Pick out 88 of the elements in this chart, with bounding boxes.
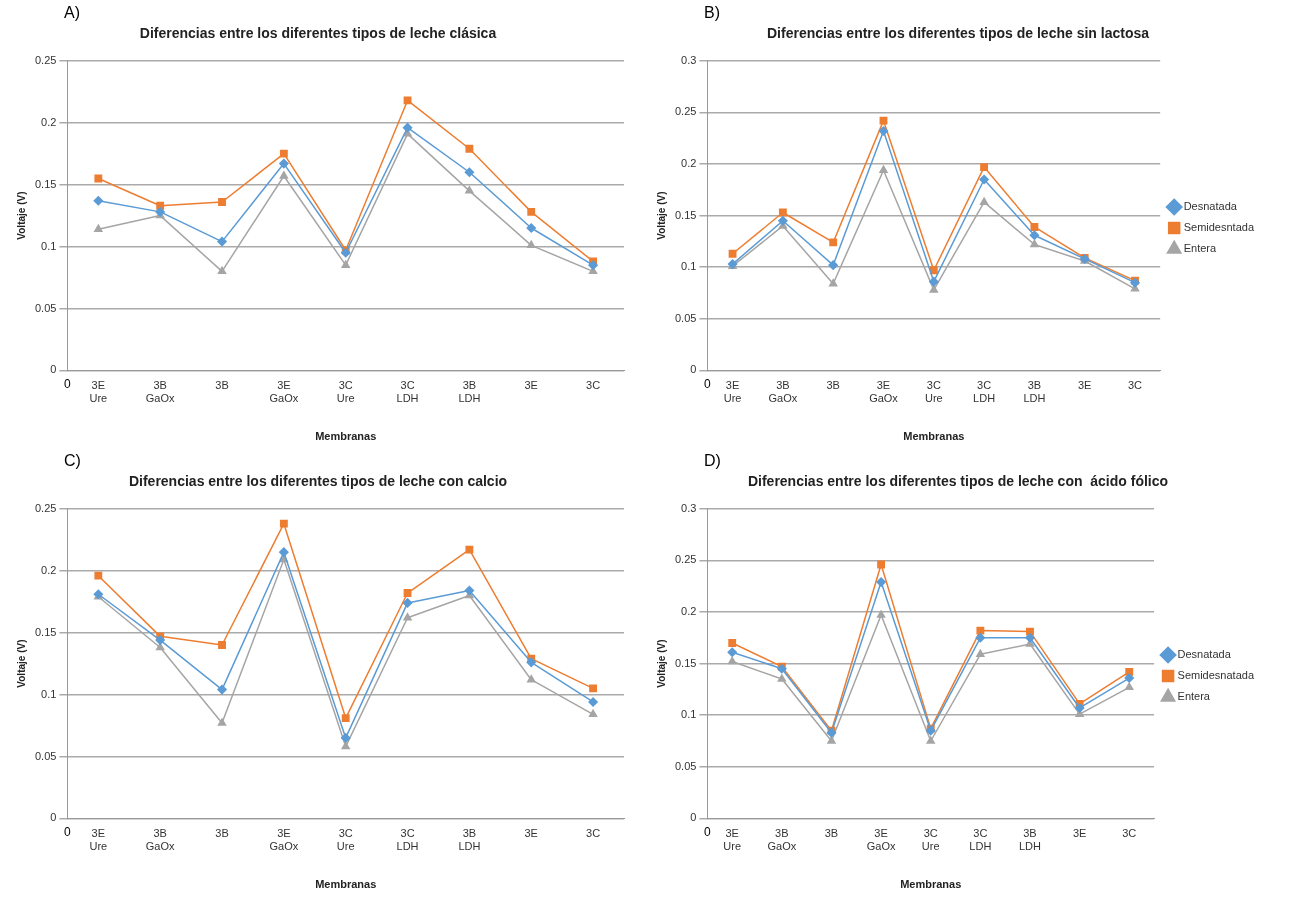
x-axis-title: Membranas [315, 878, 377, 891]
legend-label: Semidesnatada [1177, 669, 1255, 682]
y-tick-label: 0.1 [681, 708, 697, 721]
x-tick-label: 3C LDH [396, 379, 419, 405]
y-tick-label: 0.25 [674, 105, 697, 118]
legend-label: Desnatada [1183, 200, 1238, 213]
y-tick-label: 0.15 [674, 656, 697, 669]
y-tick-label: 0.15 [34, 177, 57, 190]
x-tick-label: 3C LDH [973, 379, 996, 405]
chart-title: Diferencias entre los diferentes tipos de leche sin lactosa [766, 25, 1150, 42]
x-axis-title: Membranas [900, 878, 962, 891]
x-tick-label: 3B GaOx [767, 827, 797, 853]
y-axis-title: Voltaje (V) [15, 191, 27, 240]
x-tick-label: 3E Ure [89, 827, 108, 853]
x-tick-label: 3B GaOx [145, 827, 176, 853]
x-tick-label: 3B [824, 827, 839, 840]
y-tick-label: 0.3 [681, 501, 697, 514]
x-tick-label: 3C Ure [921, 827, 940, 853]
x-tick-label: 3C LDH [969, 827, 992, 853]
x-tick-label: 3E Ure [89, 379, 108, 405]
text: B) [704, 4, 720, 22]
x-tick-label: 3B [826, 379, 840, 392]
x-tick-label: 3B LDH [1018, 827, 1042, 853]
y-axis-title: Voltaje (V) [655, 639, 667, 688]
y-tick-label: 0.15 [34, 625, 57, 638]
x-tick-label: 3C Ure [336, 827, 355, 853]
x-tick-label: 3C LDH [396, 827, 419, 853]
y-tick-label: 0.2 [681, 157, 697, 170]
chart-title: Diferencias entre los diferentes tipos de leche con calcio [128, 473, 508, 490]
text: A) [64, 4, 80, 22]
x-tick-label: 3E [524, 379, 538, 392]
x-tick-label: 3E GaOx [869, 379, 899, 405]
chart-title: Diferencias entre los diferentes tipos de leche con ácido fólico [747, 473, 1169, 490]
x-tick-label: 3B LDH [458, 827, 481, 853]
x-tick-label: 3E GaOx [866, 827, 896, 853]
x-tick-label: 3E Ure [723, 379, 742, 405]
legend-label: Desnatada [1177, 648, 1232, 661]
x-tick-label: 3B [215, 827, 229, 840]
y-tick-label: 0.05 [674, 759, 697, 772]
y-tick-label: 0.05 [34, 301, 57, 314]
x-tick-label: 3C Ure [924, 379, 943, 405]
x-tick-label: 3E [524, 827, 538, 840]
x-tick-label: 3C [586, 827, 601, 840]
y-tick-label: 0.15 [674, 208, 697, 221]
x-axis-title: Membranas [315, 430, 377, 443]
y-tick-label: 0 [690, 363, 697, 376]
x-tick-label: 3E GaOx [269, 827, 299, 853]
text: 0 [64, 824, 72, 839]
x-tick-label: 3B [215, 379, 229, 392]
y-axis-title: Voltaje (V) [655, 191, 667, 240]
x-tick-label: 3E GaOx [269, 379, 299, 405]
y-tick-label: 0.1 [681, 260, 697, 273]
x-tick-label: 3E [1077, 379, 1092, 392]
y-tick-label: 0.2 [41, 115, 57, 128]
y-tick-label: 0 [690, 811, 697, 824]
y-tick-label: 0.2 [41, 563, 57, 576]
x-tick-label: 3E Ure [723, 827, 742, 853]
x-tick-label: 3E [1072, 827, 1087, 840]
x-tick-label: 3C Ure [336, 379, 355, 405]
x-tick-label: 3C [586, 379, 601, 392]
text: D) [704, 452, 721, 470]
y-tick-label: 0.1 [41, 239, 57, 252]
x-tick-label: 3C [1122, 827, 1137, 840]
x-tick-label: 3C [1127, 379, 1143, 392]
y-tick-label: 0.2 [681, 605, 697, 618]
y-tick-label: 0 [50, 811, 57, 824]
y-tick-label: 0.3 [681, 53, 697, 66]
x-axis-title: Membranas [903, 430, 965, 443]
chart-title: Diferencias entre los diferentes tipos de leche clásica [139, 25, 497, 42]
y-tick-label: 0.25 [34, 53, 57, 66]
x-tick-label: 3B GaOx [768, 379, 798, 405]
legend-label: Semidesntada [1183, 221, 1255, 234]
y-axis-title: Voltaje (V) [15, 639, 27, 688]
y-tick-label: 0.05 [674, 311, 697, 324]
text: C) [64, 452, 81, 470]
text: 0 [704, 824, 712, 839]
legend-label: Entera [1177, 690, 1211, 703]
y-tick-label: 0.25 [674, 553, 697, 566]
y-tick-label: 0.1 [41, 687, 57, 700]
text: 0 [704, 376, 712, 391]
y-tick-label: 0 [50, 363, 57, 376]
text: 0 [64, 376, 72, 391]
y-tick-label: 0.05 [34, 749, 57, 762]
x-tick-label: 3B GaOx [145, 379, 176, 405]
x-tick-label: 3B LDH [1023, 379, 1046, 405]
legend-label: Entera [1183, 242, 1217, 255]
x-tick-label: 3B LDH [458, 379, 481, 405]
y-tick-label: 0.25 [34, 501, 57, 514]
